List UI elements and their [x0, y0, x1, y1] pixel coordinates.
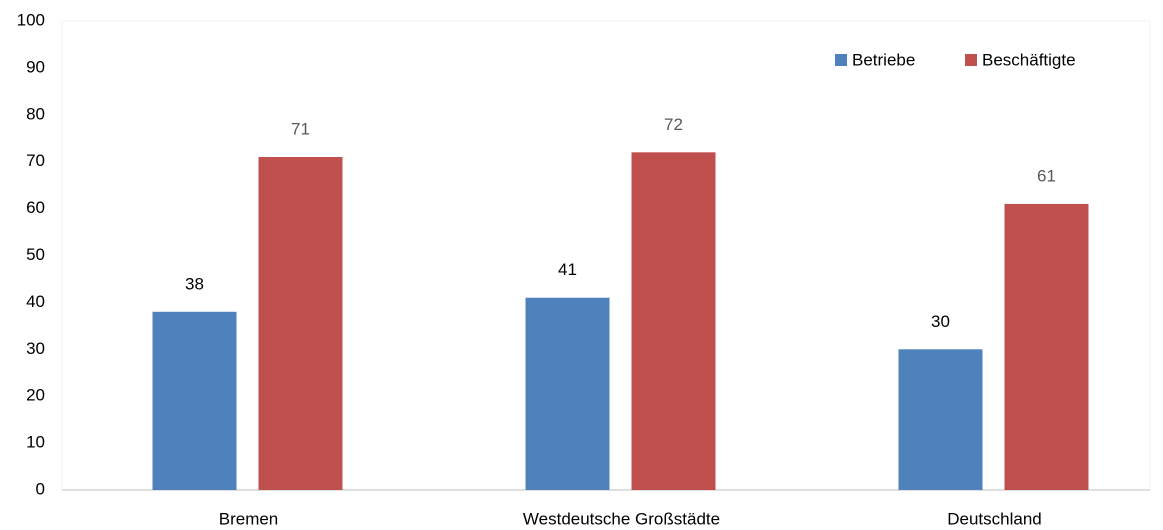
x-tick-label: Deutschland [947, 509, 1042, 528]
y-tick-label: 20 [26, 386, 45, 405]
y-tick-label: 80 [26, 104, 45, 123]
y-tick-label: 0 [36, 479, 45, 498]
y-tick-label: 100 [17, 10, 45, 29]
bar [152, 311, 237, 490]
y-tick-label: 60 [26, 198, 45, 217]
value-label: 61 [1037, 166, 1056, 185]
value-label: 72 [664, 115, 683, 134]
legend-swatch [965, 54, 977, 66]
bar [631, 152, 716, 490]
x-tick-label: Westdeutsche Großstädte [523, 509, 720, 528]
value-label: 41 [558, 260, 577, 279]
value-label: 71 [291, 119, 310, 138]
y-tick-label: 40 [26, 292, 45, 311]
value-label: 30 [931, 312, 950, 331]
y-tick-label: 90 [26, 57, 45, 76]
bar [258, 157, 343, 490]
y-tick-label: 10 [26, 433, 45, 452]
value-label: 38 [185, 274, 204, 293]
y-tick-label: 70 [26, 151, 45, 170]
bar [898, 349, 983, 490]
bar [1004, 203, 1089, 490]
legend-label: Betriebe [852, 50, 915, 69]
legend-label: Beschäftigte [982, 50, 1076, 69]
y-tick-label: 30 [26, 339, 45, 358]
y-tick-label: 50 [26, 245, 45, 264]
bar [525, 297, 610, 490]
x-tick-label: Bremen [219, 509, 279, 528]
legend-swatch [835, 54, 847, 66]
